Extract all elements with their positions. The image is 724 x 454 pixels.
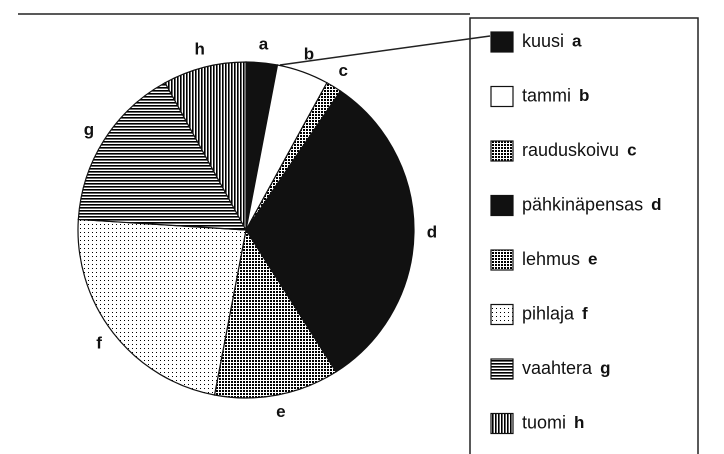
- legend-name: pihlaja: [522, 303, 575, 323]
- legend-name: lehmus: [522, 249, 580, 269]
- legend-name: tuomi: [522, 412, 566, 432]
- slice: [245, 90, 415, 373]
- legend-swatch: [490, 358, 514, 380]
- slice-label: f: [96, 333, 102, 352]
- legend-swatch: [490, 85, 514, 108]
- legend-swatch: [490, 140, 514, 162]
- slice: [77, 218, 247, 396]
- slice: [77, 81, 248, 231]
- legend-letter: b: [579, 86, 589, 105]
- slice-label: d: [427, 222, 437, 241]
- legend-name: vaahtera: [522, 358, 593, 378]
- pie: a b c d e f g h: [77, 34, 437, 421]
- slice: [213, 228, 337, 399]
- legend-name: rauduskoivu: [522, 140, 619, 160]
- legend-swatch: [490, 31, 514, 53]
- leader-line: [279, 35, 491, 66]
- legend-swatch: [490, 249, 514, 271]
- legend-swatch: [490, 303, 514, 326]
- legend: kuusi a tammi b rauduskoivu c pähkinäpensas d le…: [490, 31, 662, 435]
- legend-letter: g: [600, 358, 610, 377]
- slice-label: h: [195, 39, 205, 58]
- slice-label: e: [276, 402, 285, 421]
- legend-letter: e: [588, 249, 597, 268]
- slice-label: b: [304, 44, 314, 63]
- legend-name: kuusi: [522, 31, 564, 51]
- slice-label: c: [338, 61, 347, 80]
- legend-name: pähkinäpensas: [522, 194, 643, 214]
- slice-label: g: [84, 120, 94, 139]
- slice: [164, 61, 247, 231]
- legend-letter: h: [574, 413, 584, 432]
- legend-swatch: [490, 412, 514, 435]
- legend-name: tammi: [522, 85, 571, 105]
- legend-letter: f: [582, 304, 588, 323]
- slice-label: a: [259, 34, 269, 53]
- legend-letter: d: [651, 195, 661, 214]
- legend-swatch: [490, 194, 514, 217]
- legend-letter: c: [627, 140, 636, 159]
- legend-box: [469, 17, 699, 454]
- legend-letter: a: [572, 31, 582, 50]
